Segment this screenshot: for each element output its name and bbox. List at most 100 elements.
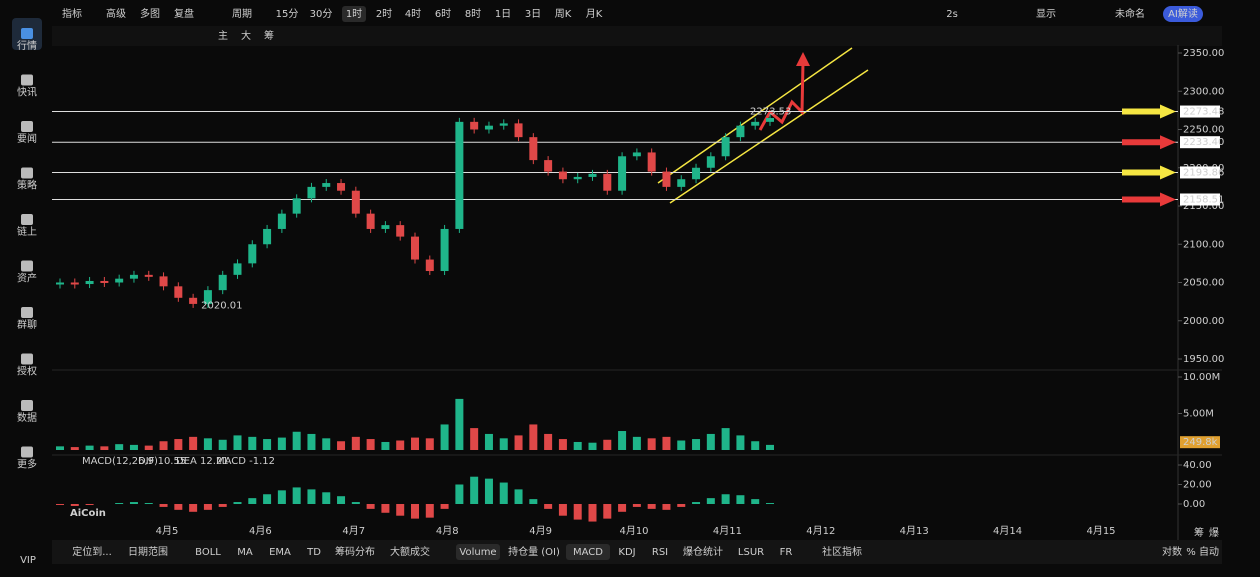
toolbar-item[interactable]: 高级 <box>106 7 126 20</box>
candle <box>721 137 730 157</box>
volume-bar <box>706 433 715 450</box>
bottom-item[interactable]: Volume <box>459 547 496 558</box>
volume-bar <box>85 445 94 450</box>
macd-bar <box>484 478 493 504</box>
arrow-head <box>796 52 810 66</box>
sidebar-item[interactable]: 快讯 <box>17 87 37 99</box>
bottom-bar-bg <box>52 540 1222 564</box>
macd-bar <box>618 504 627 512</box>
volume-bar <box>411 437 419 450</box>
sidebar-item[interactable]: 行情 <box>17 39 37 52</box>
bottom-item[interactable]: EMA <box>269 547 291 558</box>
candle <box>618 156 627 191</box>
drawing-tool[interactable]: 大 <box>241 29 251 42</box>
bottom-item[interactable]: KDJ <box>618 547 635 558</box>
vip[interactable]: VIP <box>20 555 36 566</box>
toolbar-item[interactable]: 周K <box>555 8 572 20</box>
toolbar-item[interactable]: 2时 <box>376 8 392 20</box>
toolbar-item[interactable]: 1时 <box>346 8 362 20</box>
candle <box>292 198 301 214</box>
bottom-item[interactable]: 筹码分布 <box>335 545 375 558</box>
sidebar-item[interactable]: 授权 <box>17 365 37 378</box>
y-tick-label: 1950.00 <box>1183 354 1224 365</box>
sidebar-icon <box>21 446 33 458</box>
bottom-item[interactable]: MA <box>237 547 253 558</box>
macd-bar <box>440 504 449 509</box>
toolbar-right[interactable]: 2s <box>946 9 958 20</box>
macd-bar <box>544 504 553 509</box>
macd-bar <box>366 504 375 509</box>
macd-bar <box>455 484 464 504</box>
volume-bar <box>751 441 760 450</box>
y-tick-label: 20.00 <box>1183 480 1212 491</box>
toolbar-right[interactable]: 显示 <box>1036 8 1056 20</box>
sidebar-item[interactable]: 群聊 <box>17 318 37 331</box>
bottom-item[interactable]: FR <box>780 547 793 558</box>
bottom-item[interactable]: 定位到... <box>72 545 112 558</box>
candle <box>706 156 715 168</box>
candle <box>263 228 272 245</box>
candle <box>144 274 153 277</box>
toolbar-item[interactable]: 月K <box>586 8 603 20</box>
toolbar-item[interactable]: 周期 <box>232 8 252 20</box>
sidebar-icon <box>21 121 33 132</box>
toolbar-item[interactable]: 15分 <box>276 8 299 20</box>
bottom-right[interactable]: % <box>1186 547 1196 558</box>
sidebar-item[interactable]: 更多 <box>17 458 37 471</box>
bottom-item[interactable]: RSI <box>652 547 668 558</box>
macd-value: MACD -1.12 <box>216 456 275 467</box>
candle <box>159 276 168 287</box>
toolbar-item[interactable]: 4时 <box>405 8 421 20</box>
toolbar-item[interactable]: 多图 <box>140 7 160 20</box>
toolbar-right[interactable]: 未命名 <box>1115 7 1145 20</box>
volume-bar <box>499 438 508 450</box>
macd-bar <box>425 504 434 518</box>
bottom-item[interactable]: LSUR <box>738 547 764 558</box>
candle <box>337 183 346 191</box>
bottom-item[interactable]: 社区指标 <box>822 545 862 558</box>
drawing-tool[interactable]: 筹 <box>264 29 274 42</box>
sidebar-icon <box>21 167 33 179</box>
toolbar-item[interactable]: 6时 <box>435 8 451 20</box>
y-tick-label: 2000.00 <box>1183 316 1224 327</box>
corner-item[interactable]: 爆 <box>1209 527 1219 539</box>
macd-bar <box>692 502 701 504</box>
bottom-item[interactable]: 持仓量 (OI) <box>508 545 560 558</box>
y-tick-label: 2050.00 <box>1183 278 1224 289</box>
candle <box>381 225 390 229</box>
candle <box>751 121 760 126</box>
y-tick-label: 40.00 <box>1183 460 1212 471</box>
sidebar-item[interactable]: 要闻 <box>17 132 37 145</box>
drawing-tool[interactable]: 主 <box>218 30 228 42</box>
toolbar-item[interactable]: 复盘 <box>174 7 194 20</box>
sidebar-item[interactable]: 链上 <box>17 225 37 238</box>
bottom-item[interactable]: 爆仓统计 <box>683 545 723 558</box>
bottom-item[interactable]: TD <box>306 547 321 558</box>
volume-bar <box>174 439 183 450</box>
sidebar-item[interactable]: 数据 <box>17 411 37 424</box>
bottom-item[interactable]: 大额成交 <box>390 545 430 558</box>
toolbar-item[interactable]: 3日 <box>525 9 541 20</box>
bottom-right[interactable]: 自动 <box>1199 545 1219 558</box>
toolbar-item[interactable]: 指标 <box>62 7 82 20</box>
toolbar-right[interactable]: AI解读 <box>1168 7 1198 20</box>
bottom-right[interactable]: 对数 <box>1162 545 1182 558</box>
volume-bar <box>766 444 774 450</box>
candle <box>647 152 656 172</box>
ai-button[interactable] <box>1163 6 1203 22</box>
macd-bar <box>70 504 79 506</box>
volume-bar <box>514 435 523 450</box>
toolbar-item[interactable]: 30分 <box>310 8 333 20</box>
bottom-item[interactable]: MACD <box>573 547 603 558</box>
volume-bar <box>56 446 64 450</box>
level-box <box>1180 136 1220 149</box>
toolbar-item[interactable]: 8时 <box>465 8 481 20</box>
bottom-item[interactable]: BOLL <box>195 547 221 558</box>
bottom-item[interactable]: 日期范围 <box>128 545 168 558</box>
toolbar-item[interactable]: 1日 <box>495 9 511 20</box>
corner-item[interactable]: 筹 <box>1194 526 1204 539</box>
sidebar-item[interactable]: 资产 <box>17 272 37 285</box>
sidebar-item[interactable]: 策略 <box>17 179 37 192</box>
macd-bar <box>115 503 124 504</box>
